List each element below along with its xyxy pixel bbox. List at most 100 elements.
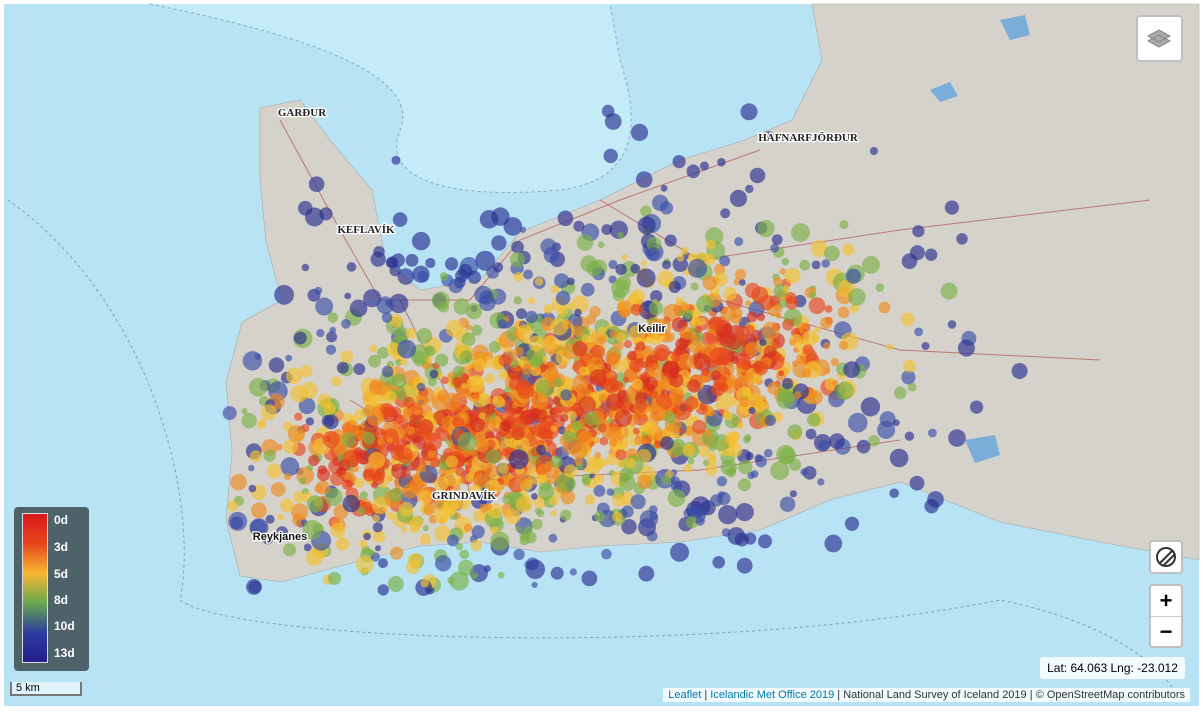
earthquake-dot <box>650 405 666 422</box>
earthquake-dot <box>830 357 839 367</box>
earthquake-dot <box>820 316 833 329</box>
earthquake-dot <box>379 403 396 420</box>
earthquake-dot <box>497 462 509 474</box>
earthquake-dot <box>523 337 531 345</box>
earthquake-dot <box>302 520 323 540</box>
earthquake-dot <box>740 359 752 371</box>
earthquake-dot <box>340 350 354 363</box>
earthquake-dot <box>270 482 286 497</box>
draw-button[interactable] <box>1149 540 1183 574</box>
earthquake-dot <box>838 340 849 350</box>
earthquake-dot <box>751 286 769 304</box>
earthquake-dot <box>453 365 465 378</box>
earthquake-dot <box>663 411 676 424</box>
layers-button[interactable] <box>1136 15 1183 62</box>
earthquake-dot <box>446 534 459 547</box>
earthquake-dot <box>944 200 960 215</box>
earthquake-dot <box>621 505 634 518</box>
earthquake-dot <box>465 472 476 483</box>
earthquake-dot <box>497 319 507 329</box>
attribution-link[interactable]: Leaflet <box>668 689 702 701</box>
earthquake-dot <box>699 404 706 411</box>
earthquake-dot <box>377 346 389 359</box>
earthquake-dot <box>336 361 349 374</box>
earthquake-dot <box>740 103 758 121</box>
earthquake-dot <box>709 347 728 365</box>
earthquake-dot <box>305 549 323 566</box>
earthquake-dot <box>717 491 731 506</box>
earthquake-dot <box>560 389 572 401</box>
earthquake-dot <box>466 375 484 393</box>
earthquake-dot <box>420 578 429 588</box>
earthquake-dot <box>567 277 575 286</box>
earthquake-dot <box>791 360 799 367</box>
earthquake-dot <box>299 477 307 485</box>
earthquake-dot <box>653 440 662 449</box>
earthquake-dot <box>286 367 303 384</box>
attribution-text: © OpenStreetMap contributors <box>1035 689 1185 701</box>
earthquake-dot <box>353 447 364 457</box>
earthquake-dot <box>764 448 773 458</box>
earthquake-dot <box>498 354 512 367</box>
earthquake-dot <box>305 207 324 227</box>
earthquake-dot <box>342 420 360 437</box>
legend-label: 0d <box>54 513 69 527</box>
earthquake-dot <box>716 392 735 410</box>
earthquake-dot <box>326 331 338 343</box>
earthquake-dot <box>492 395 505 408</box>
earthquake-dot <box>455 542 464 551</box>
earthquake-dot <box>601 224 613 235</box>
earthquake-dot <box>782 319 794 331</box>
earthquake-dot <box>606 453 619 466</box>
earthquake-dot <box>624 457 636 469</box>
earthquake-dot <box>515 496 533 513</box>
earthquake-dot <box>515 525 522 532</box>
earthquake-dot <box>808 297 826 315</box>
earthquake-dot <box>770 243 779 253</box>
earthquake-dot <box>465 302 483 320</box>
attribution-link[interactable]: Icelandic Met Office 2019 <box>710 689 835 701</box>
earthquake-dot <box>594 511 605 522</box>
earthquake-dot <box>324 488 343 506</box>
earthquake-dot <box>501 448 510 457</box>
earthquake-dot <box>727 442 743 458</box>
earthquake-dot <box>284 473 292 481</box>
earthquake-dot <box>468 484 483 499</box>
earthquake-dot <box>490 531 510 551</box>
earthquake-dot <box>574 308 582 317</box>
earthquake-dot <box>448 278 464 294</box>
earthquake-dot <box>241 408 248 415</box>
earthquake-dot <box>502 471 509 479</box>
earthquake-dot <box>909 475 925 491</box>
earthquake-dot <box>644 376 658 391</box>
earthquake-dot <box>457 432 477 452</box>
earthquake-dot <box>610 355 617 362</box>
earthquake-dot <box>627 350 637 361</box>
earthquake-dot <box>957 339 975 357</box>
earthquake-dot <box>280 498 294 512</box>
coordinates: Lat: 64.063 Lng: -23.012 <box>1040 657 1185 679</box>
earthquake-dot <box>422 525 429 532</box>
earthquake-dot <box>306 464 313 471</box>
earthquake-dot <box>745 452 754 461</box>
earthquake-dot <box>628 325 646 343</box>
zoom-out[interactable]: − <box>1159 619 1173 644</box>
earthquake-dot <box>739 396 750 407</box>
earthquake-dot <box>418 465 426 473</box>
earthquake-dot <box>823 342 831 350</box>
earthquake-dot <box>467 270 481 284</box>
earthquake-dot <box>452 416 465 429</box>
earthquake-dot <box>537 464 549 476</box>
earthquake-dot <box>359 491 368 500</box>
earthquake-dot <box>589 369 607 387</box>
earthquake-dot <box>470 539 483 552</box>
earthquake-dot <box>660 184 668 192</box>
earthquake-dot <box>250 519 267 537</box>
earthquake-dot <box>308 454 320 467</box>
earthquake-dot <box>441 376 449 385</box>
earthquake-dot <box>579 396 596 414</box>
zoom-in[interactable]: + <box>1151 586 1181 617</box>
earthquake-dot <box>445 455 459 468</box>
earthquake-dot <box>524 560 533 569</box>
earthquake-dot <box>748 406 756 415</box>
